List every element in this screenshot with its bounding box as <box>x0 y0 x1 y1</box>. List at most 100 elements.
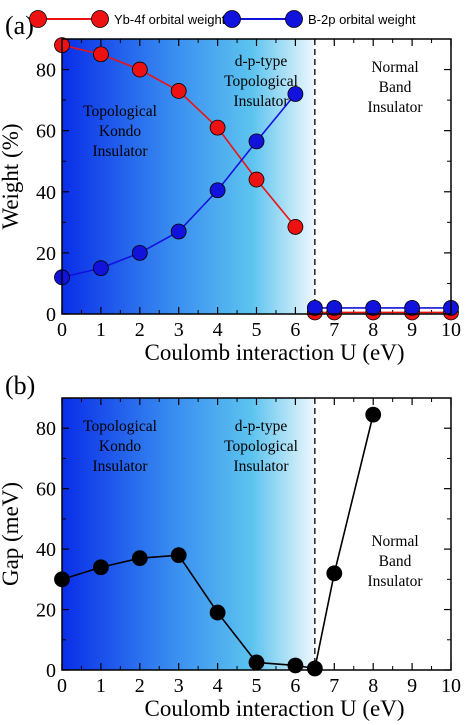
legend-marker <box>223 10 241 28</box>
data-point <box>287 86 304 102</box>
region-label-line: Insulator <box>367 99 423 116</box>
series-line-0 <box>61 414 374 670</box>
x-tick-label: 7 <box>329 319 339 341</box>
data-point <box>131 61 148 78</box>
legend-label: B-2p orbital weight <box>308 12 416 27</box>
panel-b: Topological Kondo Insulator d-p-type Topolog… <box>0 371 461 721</box>
data-point <box>326 299 343 316</box>
data-point <box>93 559 109 576</box>
y-tick-label: 80 <box>36 418 56 440</box>
y-tick-label: 0 <box>46 660 56 682</box>
region-label-line: d-p-type <box>235 53 288 70</box>
region-label-line: Kondo <box>99 438 141 455</box>
data-point <box>248 133 265 150</box>
x-tick-label: 0 <box>57 319 67 341</box>
data-point <box>93 46 109 63</box>
x-tick-label: 6 <box>290 675 300 697</box>
data-point <box>365 406 382 423</box>
region-label-line: Normal <box>371 59 418 76</box>
x-tick-label: 8 <box>368 319 378 341</box>
x-tick-label: 6 <box>290 319 300 341</box>
data-point <box>93 260 109 277</box>
x-tick-label: 10 <box>441 675 461 697</box>
x-tick-label: 9 <box>407 319 417 341</box>
panel-a: Topological Kondo Insulator d-p-type Topolog… <box>0 10 461 365</box>
region-label: Topological Kondo Insulator <box>83 418 157 475</box>
x-tick-label: 10 <box>441 319 461 341</box>
panel-label: (a) <box>5 11 34 40</box>
x-tick-label: 2 <box>135 319 145 341</box>
phase-background <box>62 398 315 670</box>
data-point <box>131 550 148 567</box>
x-tick-label: 9 <box>407 675 417 697</box>
region-label-line: Topological <box>224 438 298 455</box>
panel-label: (b) <box>5 371 35 400</box>
legend-label: Yb-4f orbital weight <box>114 12 226 27</box>
data-point <box>326 565 343 582</box>
data-point <box>404 299 421 316</box>
region-label-line: Insulator <box>367 573 423 590</box>
data-point <box>170 83 187 99</box>
region-label-line: Topological <box>83 103 157 120</box>
x-tick-label: 1 <box>96 675 106 697</box>
data-point <box>131 244 148 261</box>
region-label-line: d-p-type <box>235 418 288 435</box>
data-point <box>287 657 304 674</box>
x-tick-label: 5 <box>252 319 262 341</box>
region-label: d-p-type Topological Insulator <box>224 53 298 110</box>
x-tick-label: 4 <box>213 675 223 697</box>
region-label-line: Insulator <box>92 458 148 475</box>
region-label-line: Topological <box>224 73 298 90</box>
y-axis-label: Gap (meV) <box>0 482 23 586</box>
x-tick-label: 1 <box>96 319 106 341</box>
y-tick-label: 40 <box>36 182 56 204</box>
legend-marker <box>285 10 303 28</box>
plot-frame <box>61 38 452 315</box>
legend-marker <box>29 10 47 28</box>
x-tick-label: 3 <box>174 675 184 697</box>
legend: Yb-4f orbital weight B-2p orbital weight <box>29 10 416 28</box>
x-tick-label: 7 <box>329 675 339 697</box>
region-label-line: Kondo <box>99 123 141 140</box>
data-point <box>287 219 304 235</box>
x-tick-label: 3 <box>174 319 184 341</box>
region-label: Topological Kondo Insulator <box>83 103 157 160</box>
y-tick-label: 20 <box>36 600 56 622</box>
x-tick-label: 5 <box>252 675 262 697</box>
region-label-line: Insulator <box>233 458 289 475</box>
region-label-line: Band <box>379 553 412 570</box>
y-tick-label: 60 <box>36 479 56 501</box>
data-point <box>248 171 265 188</box>
data-point <box>170 223 187 240</box>
y-axis-label: Weight (%) <box>0 123 23 229</box>
data-point <box>365 299 382 316</box>
x-tick-label: 0 <box>57 675 67 697</box>
x-tick-label: 2 <box>135 675 145 697</box>
x-tick-label: 8 <box>368 675 378 697</box>
data-point <box>306 660 323 677</box>
y-tick-label: 0 <box>46 304 56 326</box>
data-point <box>248 654 265 671</box>
data-point <box>170 547 187 564</box>
x-axis-label: Coulomb interaction U (eV) <box>145 340 405 365</box>
y-tick-label: 60 <box>36 121 56 143</box>
data-point <box>306 299 323 316</box>
legend-marker <box>91 10 109 28</box>
region-label-line: Topological <box>83 418 157 435</box>
region-label: Normal Band Insulator <box>367 533 423 590</box>
x-axis-label: Coulomb interaction U (eV) <box>145 696 405 721</box>
region-label: d-p-type Topological Insulator <box>224 418 298 475</box>
region-label-line: Insulator <box>92 143 148 160</box>
region-label-line: Band <box>379 79 412 96</box>
plot-frame <box>61 397 452 671</box>
y-tick-label: 80 <box>36 60 56 82</box>
data-point <box>209 119 226 136</box>
data-point <box>209 604 226 621</box>
data-point <box>209 182 226 199</box>
y-tick-label: 20 <box>36 243 56 265</box>
region-label-line: Insulator <box>233 93 289 110</box>
x-tick-label: 4 <box>213 319 223 341</box>
region-label-line: Normal <box>371 533 418 550</box>
region-label: Normal Band Insulator <box>367 59 423 116</box>
